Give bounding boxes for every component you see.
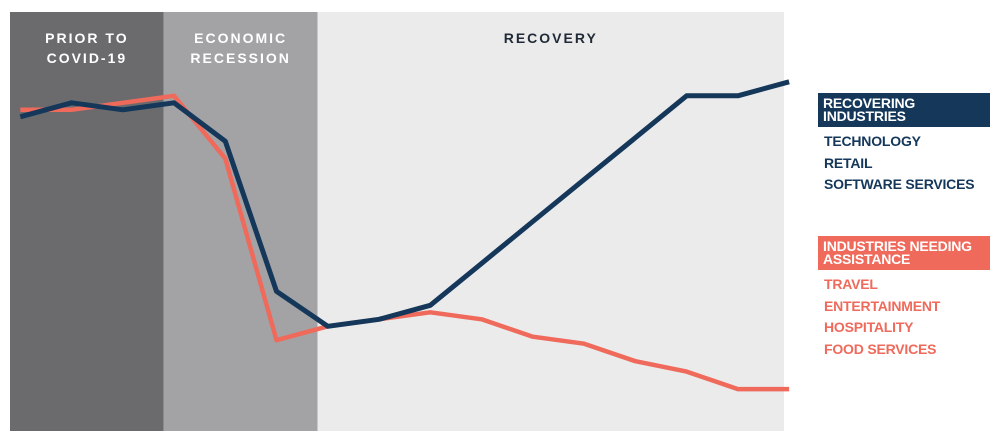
legend-item-food-services: FOOD SERVICES	[824, 340, 937, 357]
legend-recovering-title-line: RECOVERING	[823, 95, 916, 111]
phase-label: PRIOR TO	[45, 30, 128, 46]
phase-label: ECONOMIC	[194, 30, 287, 46]
phase-band	[163, 12, 318, 431]
phase-labels: PRIOR TO COVID-19 ECONOMIC RECESSION RECOVER…	[45, 30, 598, 66]
legend-needing-title-line: INDUSTRIES NEEDING	[823, 238, 972, 254]
legend-recovering-title: RECOVERING INDUSTRIES	[818, 93, 990, 127]
legend-needing-title: INDUSTRIES NEEDING ASSISTANCE	[818, 236, 990, 270]
legend-item-technology: TECHNOLOGY	[824, 133, 921, 149]
phase-label: RECESSION	[190, 50, 290, 66]
phase-band	[10, 12, 164, 431]
phase-label: COVID-19	[47, 50, 128, 66]
chart: PRIOR TO COVID-19 ECONOMIC RECESSION RECOVER…	[10, 12, 790, 431]
legend-item-travel: TRAVEL	[824, 276, 878, 292]
series-line-industries-needing-assistance	[20, 93, 790, 392]
legend-item-retail: RETAIL	[824, 154, 873, 171]
legend-needing-title-line: ASSISTANCE	[823, 251, 911, 267]
phase-band	[317, 12, 784, 431]
legend-item-hospitality: HOSPITALITY	[824, 319, 914, 335]
series-lines	[19, 79, 790, 392]
legend-item-entertainment: ENTERTAINMENT	[824, 297, 941, 314]
legend-item-software-services: SOFTWARE SERVICES	[824, 176, 975, 192]
legend-recovering-industries: RECOVERING INDUSTRIES TECHNOLOGY RETAIL …	[818, 93, 990, 196]
series-line-recovering-industries	[19, 79, 790, 329]
legend-industries-needing-assistance: INDUSTRIES NEEDING ASSISTANCE TRAVEL ENT…	[818, 236, 990, 360]
phase-label: RECOVERY	[504, 30, 598, 46]
legend-recovering-title-line: INDUSTRIES	[823, 108, 906, 124]
phase-bands	[10, 12, 784, 431]
